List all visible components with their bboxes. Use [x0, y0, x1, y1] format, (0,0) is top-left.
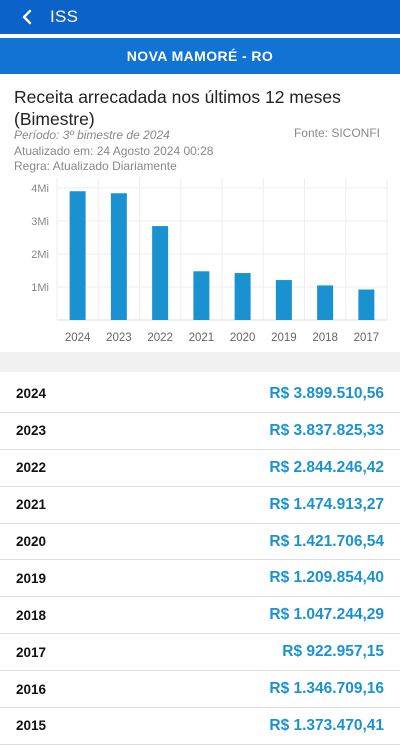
- row-year: 2019: [16, 570, 47, 586]
- revenue-row-2022[interactable]: 2022 R$ 2.844.246,42: [0, 450, 400, 487]
- card-meta: Período: 3º bimestre de 2024 Atualizado …: [14, 128, 213, 175]
- x-tick-label: 2022: [147, 332, 173, 344]
- x-tick-label: 2017: [354, 332, 380, 344]
- bar-2022[interactable]: [152, 226, 169, 320]
- x-tick-label: 2020: [230, 332, 256, 344]
- bar-2019[interactable]: [275, 280, 292, 320]
- card-title: Receita arrecadada nos últimos 12 meses …: [14, 87, 341, 129]
- location-bar: NOVA MAMORÉ - RO: [0, 38, 400, 74]
- x-tick-label: 2019: [271, 332, 297, 344]
- y-tick-label: 4Mi: [31, 183, 49, 195]
- rule-text: Regra: Atualizado Diariamente: [14, 159, 177, 173]
- row-value: R$ 1.373.470,41: [269, 716, 384, 734]
- row-year: 2022: [16, 460, 47, 476]
- x-tick-label: 2021: [189, 332, 215, 344]
- row-value: R$ 1.047.244,29: [269, 606, 384, 624]
- back-button[interactable]: [12, 0, 42, 34]
- row-value: R$ 1.421.706,54: [269, 532, 384, 550]
- revenue-row-2019[interactable]: 2019 R$ 1.209.854,40: [0, 560, 400, 598]
- source-text: Fonte: SICONFI: [293, 126, 380, 140]
- row-value: R$ 3.837.825,33: [269, 421, 384, 439]
- revenue-row-2021[interactable]: 2021 R$ 1.474.913,27: [0, 487, 400, 524]
- row-year: 2016: [16, 681, 47, 697]
- row-year: 2018: [16, 607, 47, 623]
- row-value: R$ 922.957,15: [282, 643, 384, 661]
- revenue-row-2015[interactable]: 2015 R$ 1.373.470,41: [0, 708, 400, 745]
- bar-2017[interactable]: [358, 289, 375, 320]
- row-value: R$ 3.899.510,56: [269, 384, 384, 402]
- revenue-row-2018[interactable]: 2018 R$ 1.047.244,29: [0, 597, 400, 635]
- revenue-row-2016[interactable]: 2016 R$ 1.346.709,16: [0, 671, 400, 709]
- chevron-left-icon: [22, 9, 32, 25]
- bar-2024[interactable]: [69, 191, 86, 320]
- location-label: NOVA MAMORÉ - RO: [126, 48, 274, 64]
- row-year: 2024: [16, 386, 47, 402]
- updated-text: Atualizado em: 24 Agosto 2024 00:28: [14, 143, 214, 158]
- section-separator: [0, 352, 400, 372]
- row-value: R$ 1.474.913,27: [269, 495, 384, 513]
- bar-2023[interactable]: [110, 193, 127, 320]
- row-year: 2020: [16, 534, 47, 549]
- revenue-row-2020[interactable]: 2020 R$ 1.421.706,54: [0, 524, 400, 561]
- revenue-bar-chart: 4Mi 3Mi 2Mi 1Mi 2024 2023 2022 2021 2020 2019 2018…: [31, 178, 388, 344]
- row-value: R$ 2.844.246,42: [269, 458, 384, 476]
- row-year: 2017: [16, 644, 47, 660]
- x-tick-label: 2018: [312, 332, 338, 344]
- period-text: Período: 3º bimestre de 2024: [14, 128, 170, 142]
- y-tick-label: 3Mi: [31, 216, 49, 228]
- bar-2020[interactable]: [234, 273, 251, 320]
- row-year: 2015: [16, 718, 47, 734]
- revenue-row-2017[interactable]: 2017 R$ 922.957,15: [0, 634, 400, 672]
- y-tick-label: 2Mi: [31, 249, 49, 261]
- x-tick-label: 2023: [106, 332, 132, 344]
- bar-2021[interactable]: [193, 271, 210, 320]
- bar-2018[interactable]: [317, 285, 334, 320]
- revenue-row-2024[interactable]: 2024 R$ 3.899.510,56: [0, 376, 400, 413]
- y-tick-label: 1Mi: [31, 282, 49, 294]
- revenue-list: 2024 R$ 3.899.510,56 2023 R$ 3.837.825,33 20…: [0, 376, 400, 745]
- revenue-row-2023[interactable]: 2023 R$ 3.837.825,33: [0, 413, 400, 450]
- row-year: 2023: [16, 423, 47, 439]
- row-year: 2021: [16, 497, 47, 513]
- app-title: ISS: [50, 7, 79, 26]
- x-tick-label: 2024: [65, 332, 91, 344]
- app-bar: ISS: [0, 0, 400, 34]
- row-value: R$ 1.209.854,40: [269, 569, 384, 587]
- row-value: R$ 1.346.709,16: [269, 680, 384, 698]
